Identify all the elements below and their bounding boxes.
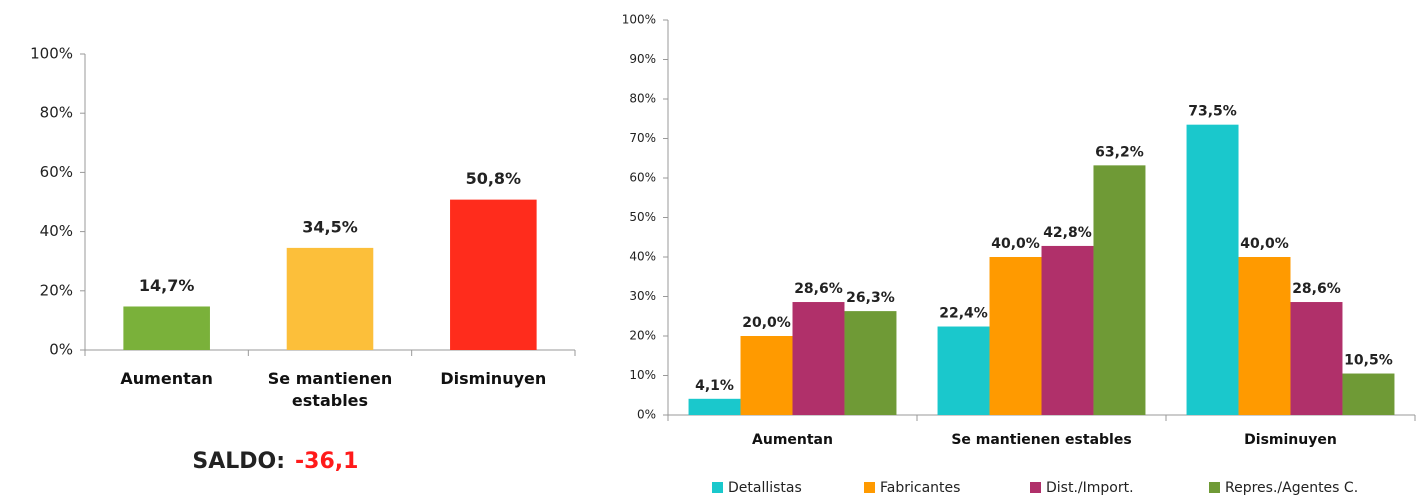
x-tick-label: Se mantienen estables <box>267 369 393 410</box>
y-tick-label: 50% <box>629 210 656 224</box>
x-tick-label-box: Disminuyen <box>1244 432 1337 448</box>
value-label: 28,6% <box>1292 281 1341 297</box>
legend-swatch <box>712 482 723 493</box>
saldo-label: SALDO: <box>192 449 285 474</box>
value-label: 22,4% <box>939 306 988 322</box>
bar <box>1342 373 1395 415</box>
value-label: 40,0% <box>1240 236 1289 252</box>
legend-swatch <box>864 482 875 493</box>
x-tick-label: Disminuyen <box>1244 432 1337 448</box>
saldo-value: -36,1 <box>295 449 358 474</box>
legend-swatch <box>1209 482 1220 493</box>
x-tick-label: Aumentan <box>120 369 213 388</box>
x-tick-label-box: Se mantienen estables <box>951 432 1132 448</box>
value-label: 73,5% <box>1188 104 1237 120</box>
legend-label: Fabricantes <box>880 480 960 496</box>
value-label: 26,3% <box>846 290 895 306</box>
y-tick-label: 40% <box>629 250 656 264</box>
bar <box>1238 257 1291 415</box>
bar <box>688 398 741 415</box>
x-tick-label: Disminuyen <box>440 369 547 388</box>
value-label: 4,1% <box>695 378 734 394</box>
bar <box>1290 302 1343 415</box>
y-tick-label: 20% <box>629 329 656 343</box>
value-label: 28,6% <box>794 281 843 297</box>
bar <box>937 326 990 415</box>
y-tick-label: 60% <box>40 163 73 181</box>
legend-label: Dist./Import. <box>1046 480 1134 496</box>
bar <box>286 247 374 350</box>
value-label: 40,0% <box>991 236 1040 252</box>
y-tick-label: 80% <box>40 104 73 122</box>
bar <box>1186 124 1239 416</box>
value-label: 50,8% <box>466 169 522 188</box>
y-tick-label: 30% <box>629 289 656 303</box>
y-tick-label: 100% <box>30 45 73 63</box>
bar <box>1041 245 1094 415</box>
legend-swatch <box>1030 482 1041 493</box>
bar <box>844 311 897 415</box>
bar <box>1093 165 1146 415</box>
value-label: 10,5% <box>1344 353 1393 369</box>
value-label: 34,5% <box>302 217 358 236</box>
x-tick-label-box: Aumentan <box>120 369 213 388</box>
x-tick-label-box: Aumentan <box>752 432 833 448</box>
bar <box>792 302 845 415</box>
legend-label: Detallistas <box>728 480 802 496</box>
bar <box>450 199 537 350</box>
y-tick-label: 0% <box>49 341 73 359</box>
x-tick-label: Se mantienen estables <box>951 432 1132 448</box>
y-tick-label: 10% <box>629 368 656 382</box>
value-label: 14,7% <box>139 276 195 295</box>
x-tick-label-box: Se mantienen estables <box>267 369 393 410</box>
y-tick-label: 70% <box>629 131 656 145</box>
y-tick-label: 90% <box>629 52 656 66</box>
bar <box>740 336 793 415</box>
y-tick-label: 80% <box>629 92 656 106</box>
bar <box>123 306 210 350</box>
bar <box>989 257 1042 415</box>
value-label: 42,8% <box>1043 225 1092 241</box>
legend-label: Repres./Agentes C. <box>1225 480 1358 496</box>
x-tick-label: Aumentan <box>752 432 833 448</box>
y-tick-label: 40% <box>40 222 73 240</box>
y-tick-label: 100% <box>622 13 656 27</box>
x-tick-label-box: Disminuyen <box>440 369 547 388</box>
y-tick-label: 60% <box>629 171 656 185</box>
value-label: 63,2% <box>1095 144 1144 160</box>
value-label: 20,0% <box>742 315 791 331</box>
y-tick-label: 20% <box>40 281 73 299</box>
y-tick-label: 0% <box>637 408 656 422</box>
